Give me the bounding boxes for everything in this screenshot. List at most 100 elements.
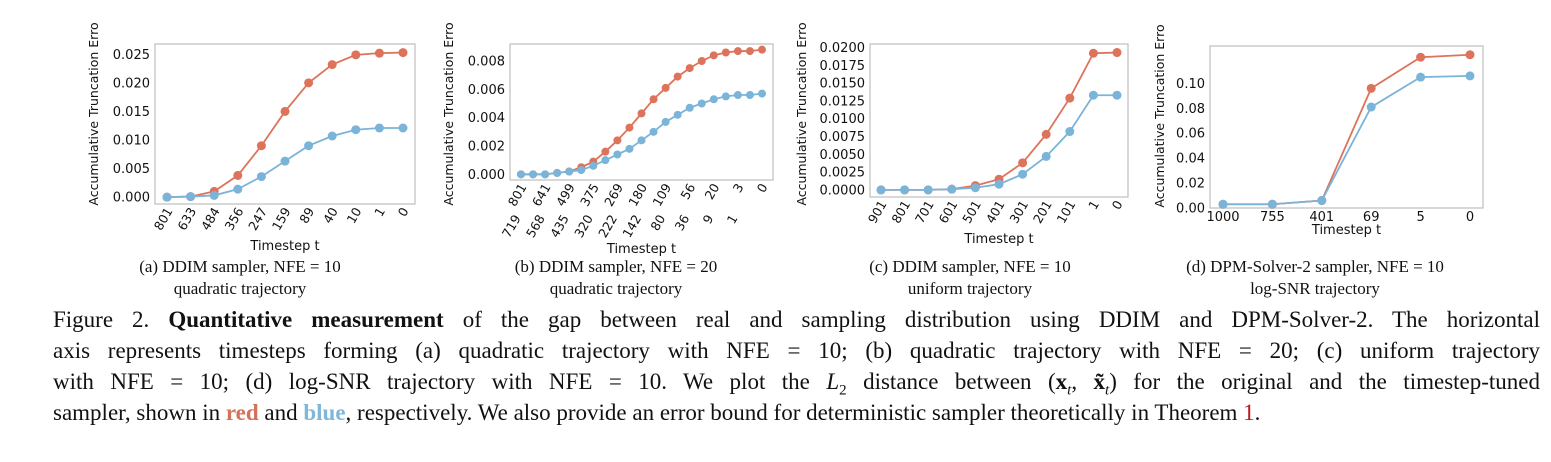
caption-line-1: Figure 2. Quantitative measurement of th…	[53, 304, 1540, 335]
y-tick-label: 0.0025	[820, 166, 866, 181]
tuned-sampler-point	[745, 91, 754, 99]
x-tick-label: 5	[1416, 210, 1424, 225]
x-tick-label: 0	[395, 205, 412, 219]
tuned-sampler-point	[923, 185, 933, 195]
original-sampler-point	[374, 48, 384, 58]
subcaption-a-line2: quadratic trajectory	[173, 279, 307, 298]
subcaption-d-line2: log-SNR trajectory	[1250, 279, 1380, 298]
original-sampler-point	[758, 45, 766, 54]
y-tick-label: 0.000	[113, 191, 150, 206]
y-axis-label: Accumulative Truncation Erro	[441, 22, 456, 205]
subcaption-d: (d) DPM-Solver-2 sampler, NFE = 10 log-SN…	[1145, 256, 1485, 300]
x-axis-label: Timestep t	[249, 239, 319, 254]
y-tick-label: 0.10	[1176, 77, 1205, 92]
original-sampler-point	[1088, 48, 1098, 58]
tuned-sampler-point	[398, 123, 408, 133]
original-sampler-point	[1112, 48, 1122, 58]
theorem-link[interactable]: 1	[1243, 400, 1255, 425]
y-tick-label: 0.0150	[820, 77, 866, 92]
subcaption-a: (a) DDIM sampler, NFE = 10 quadratic traj…	[70, 256, 410, 300]
chart-a: 0.000 0.005 0.010 0.015 0.020 0.025 8016334843…	[86, 22, 416, 254]
x-tick-label: 801	[505, 181, 530, 209]
tuned-sampler-point	[601, 156, 610, 165]
caption-text: and	[258, 400, 304, 425]
caption-line-2: axis represents timesteps forming (a) qu…	[53, 338, 1540, 363]
tuned-sampler-point	[970, 183, 980, 193]
original-sampler-point	[1018, 158, 1028, 168]
y-tick-label: 0.00	[1176, 202, 1205, 217]
original-sampler-point	[1065, 93, 1075, 103]
tuned-sampler-point	[280, 156, 290, 166]
original-sampler-point	[601, 147, 610, 156]
caption-text: ,	[1071, 369, 1094, 394]
y-axis-label: Accumulative Truncation Erro	[1152, 24, 1167, 207]
caption-text: Figure 2.	[53, 307, 169, 332]
y-tick-label: 0.004	[468, 111, 505, 126]
tuned-sampler-point	[1065, 127, 1075, 137]
x-tick-label: 10	[343, 205, 364, 226]
x-tick-label: 56	[677, 181, 698, 202]
tuned-sampler-point	[1041, 151, 1051, 161]
tuned-sampler-point	[541, 170, 550, 179]
original-sampler-point	[327, 60, 337, 70]
tuned-sampler-point	[1465, 71, 1475, 81]
subcaption-b-line2: quadratic trajectory	[549, 279, 683, 298]
x-tick-label: 601	[936, 198, 961, 226]
x-tick-label: 0	[1109, 198, 1126, 212]
y-tick-label: 0.0075	[820, 130, 866, 145]
y-tick-label: 0.015	[113, 105, 150, 120]
original-sampler-point	[351, 50, 361, 60]
chart-b: 0.0000.0020.0040.0060.008801719641568499…	[441, 22, 774, 257]
x-tick-label: 89	[296, 205, 317, 226]
tuned-sampler-point	[565, 167, 574, 176]
y-axis-label: Accumulative Truncation Erro	[794, 22, 809, 205]
caption-text: with NFE = 10; (d) log-SNR trajectory wi…	[53, 369, 827, 394]
tuned-sampler-point	[1018, 169, 1028, 179]
y-tick-label: 0.04	[1176, 152, 1205, 167]
figure-caption: Figure 2. Quantitative measurement of th…	[53, 304, 1540, 428]
tuned-sampler-point	[625, 144, 634, 153]
x-tick-label: 269	[601, 181, 626, 209]
x-tick-label: 375	[577, 181, 602, 209]
y-tick-label: 0.008	[468, 55, 505, 70]
x-tick-label: 501	[959, 198, 984, 226]
tuned-sampler-point	[733, 91, 742, 99]
x-axis-label: Timestep t	[606, 242, 676, 257]
tuned-sampler-point	[186, 192, 196, 202]
subcaption-c-line2: uniform trajectory	[907, 279, 1033, 298]
tuned-sampler-point	[1088, 90, 1098, 100]
x-tick-label: 80	[647, 212, 668, 233]
tuned-sampler-point	[233, 184, 243, 194]
tuned-sampler-point	[304, 141, 314, 151]
caption-text: .	[1254, 400, 1261, 425]
tuned-sampler-point	[529, 170, 538, 179]
original-sampler-point	[233, 170, 243, 180]
math-x-tilde-sub: t	[1105, 382, 1110, 399]
subcaption-b-line1: (b) DDIM sampler, NFE = 20	[514, 257, 718, 276]
plot-frame	[869, 43, 1129, 198]
original-sampler-point	[1366, 83, 1376, 93]
plot-frame	[509, 43, 774, 181]
subcaption-a-line1: (a) DDIM sampler, NFE = 10	[139, 257, 341, 276]
caption-text: distance between (	[846, 369, 1056, 394]
tuned-sampler-point	[209, 190, 219, 200]
chart-c: 0.0000 0.0025 0.0050 0.0075 0.0100 0.0125 0.01…	[794, 22, 1129, 247]
original-sampler-line	[881, 51, 1118, 191]
y-tick-label: 0.025	[113, 48, 150, 63]
original-sampler-point	[1465, 50, 1475, 60]
tuned-sampler-point	[374, 123, 384, 133]
y-tick-label: 0.0200	[820, 41, 866, 56]
y-tick-label: 0.002	[468, 140, 505, 155]
x-tick-label: 1	[1085, 198, 1102, 212]
caption-line-4: sampler, shown in red and blue, respecti…	[53, 397, 1540, 428]
plot-frame	[154, 43, 416, 205]
x-tick-label: 401	[983, 198, 1008, 226]
tuned-sampler-point	[721, 92, 730, 101]
math-x-sub: t	[1067, 382, 1072, 399]
caption-text: sampler, shown in	[53, 400, 226, 425]
original-sampler-point	[1416, 52, 1426, 62]
tuned-sampler-point	[1366, 102, 1376, 112]
x-tick-label: 222	[595, 212, 620, 240]
original-sampler-point	[709, 51, 718, 60]
original-sampler-line	[166, 51, 404, 199]
